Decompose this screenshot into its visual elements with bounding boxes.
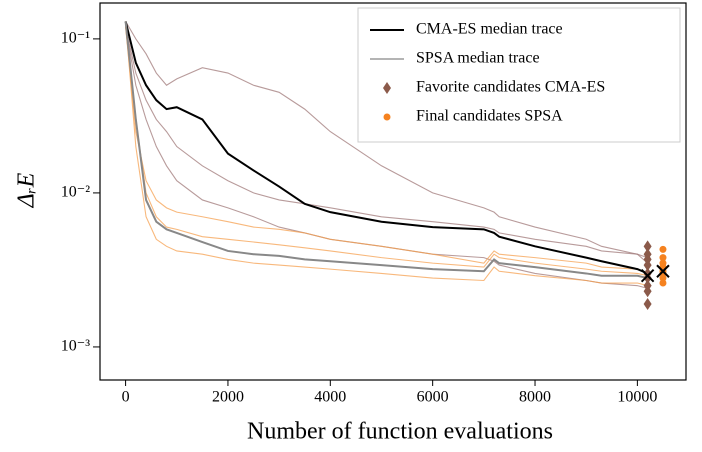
median-trace (124, 21, 648, 280)
run-trace (125, 26, 648, 274)
run-trace (125, 21, 648, 287)
run-trace (125, 26, 648, 264)
legend-label: Favorite candidates CMA-ES (416, 79, 605, 96)
median-cross (656, 264, 670, 278)
x-tick-label: 6000 (417, 389, 449, 406)
diamond-marker (643, 259, 652, 272)
diamond-marker (643, 298, 652, 311)
y-axis-label: ΔᵣE (14, 172, 40, 208)
legend-label: Final candidates SPSA (416, 108, 563, 125)
run-trace (125, 26, 648, 277)
y-tick-label: 10⁻² (61, 184, 90, 201)
circle-marker (659, 274, 667, 282)
plot-frame (99, 2, 687, 381)
x-tick-label: 4000 (314, 389, 346, 406)
legend-label: SPSA median trace (416, 50, 540, 67)
run-trace (125, 21, 648, 259)
legend-swatch (383, 113, 391, 121)
circle-marker (659, 245, 667, 253)
diamond-marker (643, 240, 652, 253)
circle-marker (659, 254, 667, 262)
y-tick-label: 10⁻³ (61, 338, 90, 355)
y-tick-label: 10⁻¹ (61, 30, 90, 47)
median-trace (124, 21, 649, 275)
median-cross (640, 269, 655, 283)
legend-label: CMA-ES median trace (416, 21, 563, 38)
legend-box (357, 7, 681, 143)
diamond-marker (643, 285, 652, 298)
x-axis-label: Number of function evaluations (247, 419, 553, 445)
x-tick-label: 0 (122, 389, 130, 406)
legend-swatch (383, 82, 391, 94)
x-tick-label: 10000 (617, 389, 657, 406)
circle-marker (659, 279, 667, 287)
x-tick-label: 2000 (212, 389, 244, 406)
x-tick-label: 8000 (519, 389, 551, 406)
